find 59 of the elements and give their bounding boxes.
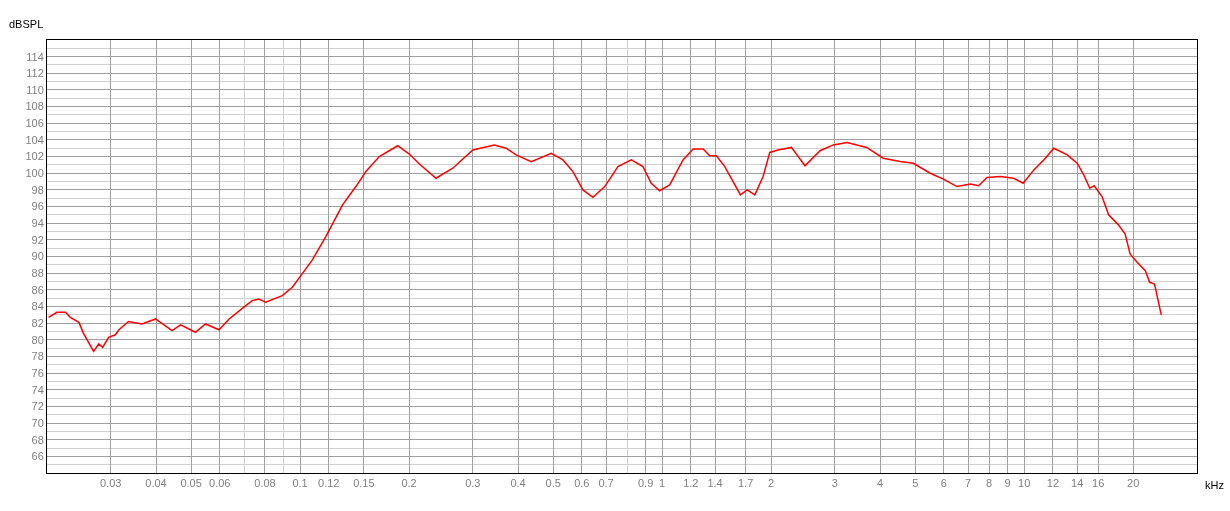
- x-tick-label: 7: [965, 477, 972, 490]
- y-tick-label: 90: [31, 250, 44, 263]
- x-tick-label: 0.3: [465, 477, 481, 490]
- y-tick-label: 92: [31, 233, 44, 246]
- y-tick-label: 96: [31, 200, 44, 213]
- y-tick-label: 114: [26, 50, 44, 63]
- y-tick-label: 100: [25, 167, 44, 180]
- y-axis-title: dBSPL: [9, 18, 44, 30]
- x-tick-label: 4: [877, 477, 884, 490]
- y-tick-label: 102: [25, 150, 44, 163]
- x-tick-label: 1.4: [707, 477, 723, 490]
- x-tick-label: 0.2: [401, 477, 417, 490]
- x-tick-label: 0.4: [510, 477, 526, 490]
- x-tick-label: 0.12: [318, 477, 340, 490]
- x-tick-label: 6: [940, 477, 947, 490]
- x-tick-label: 14: [1071, 477, 1084, 490]
- y-tick-label: 112: [26, 67, 44, 80]
- x-tick-label: 0.15: [353, 477, 375, 490]
- x-tick-label: 1.7: [737, 477, 754, 490]
- y-tick-label: 76: [31, 366, 44, 379]
- y-tick-label: 72: [31, 400, 44, 413]
- x-tick-label: 12: [1046, 477, 1060, 490]
- x-tick-label: 9: [1004, 477, 1011, 490]
- y-tick-label: 104: [25, 133, 44, 146]
- y-tick-label: 94: [31, 217, 44, 230]
- y-tick-label: 88: [31, 267, 44, 279]
- y-tick-label: 98: [31, 183, 44, 196]
- x-tick-label: 0.7: [598, 477, 614, 490]
- y-tick-label: 86: [31, 283, 44, 296]
- x-tick-label: 1.2: [683, 477, 699, 490]
- x-tick-label: 2: [768, 477, 775, 490]
- x-tick-label: 0.04: [145, 477, 167, 490]
- x-tick-label: 0.06: [209, 477, 231, 490]
- y-tick-label: 108: [25, 100, 44, 113]
- x-tick-label: 0.03: [100, 477, 122, 490]
- y-tick-label: 66: [31, 450, 44, 463]
- x-tick-label: 16: [1092, 477, 1105, 490]
- y-tick-label: 82: [31, 316, 44, 329]
- x-tick-label: 8: [986, 477, 993, 490]
- x-tick-label: 3: [831, 477, 838, 490]
- x-tick-label: 0.5: [545, 477, 561, 490]
- x-axis-title: kHz: [1205, 479, 1224, 491]
- x-tick-label: 0.05: [180, 477, 202, 490]
- x-tick-label: 0.08: [254, 477, 276, 490]
- x-tick-label: 0.9: [637, 477, 654, 490]
- x-tick-label: 0.1: [292, 477, 308, 490]
- y-tick-label: 70: [31, 416, 44, 429]
- y-tick-label: 74: [31, 383, 44, 396]
- x-tick-label: 1: [659, 477, 666, 490]
- y-tick-label: 106: [25, 117, 44, 130]
- y-tick-label: 80: [31, 333, 44, 346]
- y-tick-label: 68: [31, 433, 44, 446]
- y-tick-label: 84: [31, 300, 44, 313]
- x-tick-label: 20: [1127, 477, 1140, 490]
- x-tick-label: 5: [912, 477, 919, 490]
- y-tick-label: 78: [31, 350, 44, 363]
- x-tick-label: 10: [1018, 477, 1031, 490]
- x-tick-label: 0.6: [574, 477, 590, 490]
- y-tick-label: 110: [26, 83, 44, 96]
